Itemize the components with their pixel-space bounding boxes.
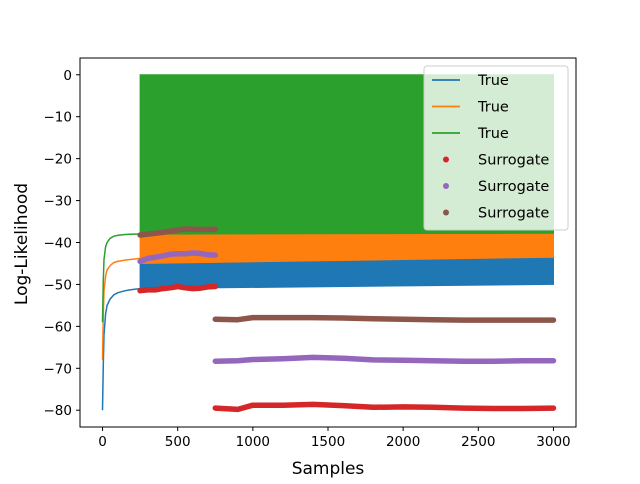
y-tick-label: −50: [44, 277, 73, 293]
legend-label: Surrogate: [478, 206, 549, 222]
x-tick-label: 1500: [311, 434, 345, 450]
surrogate-early-2: [137, 250, 219, 265]
y-axis-label: Log-Likelihood: [12, 183, 32, 305]
legend-label: Surrogate: [478, 153, 549, 169]
y-tick-label: 0: [63, 68, 72, 84]
legend-dot-marker: [443, 156, 449, 163]
y-tick-label: −10: [44, 110, 73, 126]
legend-dot-marker: [443, 183, 449, 189]
x-tick-label: 500: [165, 434, 191, 450]
legend-label: True: [477, 126, 509, 142]
y-tick-label: −40: [44, 236, 73, 252]
surrogate-early-3: [137, 226, 219, 238]
legend-label: True: [477, 73, 509, 89]
true-curve-3: [101, 233, 141, 323]
x-tick-label: 2000: [386, 434, 420, 450]
x-axis-label: Samples: [292, 459, 365, 479]
x-tick-label: 1000: [236, 434, 270, 450]
surrogate-late-1: [212, 401, 557, 413]
y-tick-label: −60: [44, 319, 73, 335]
y-tick-label: −30: [44, 194, 73, 210]
y-tick-label: −20: [44, 152, 73, 168]
x-tick-label: 3000: [536, 434, 570, 450]
legend: True True True Surrogate Surrogate Surrogate: [423, 65, 569, 231]
true-curve-1: [101, 287, 141, 411]
legend-label: Surrogate: [478, 179, 549, 195]
y-tick-label: −70: [44, 361, 73, 377]
y-tick-label: −80: [44, 403, 73, 419]
axes: 0 500 1000 1500 2000 2500 3000 0 −10 −20 −30 −40 −50…: [44, 57, 577, 450]
x-tick-label: 0: [98, 434, 107, 450]
legend-label: True: [477, 100, 509, 116]
surrogate-early-1: [137, 283, 219, 294]
true-curve-2: [101, 257, 141, 360]
x-tick-label: 2500: [461, 434, 495, 450]
surrogate-late-3: [212, 314, 557, 323]
legend-dot-marker: [443, 209, 449, 216]
surrogate-late-2: [212, 354, 557, 364]
